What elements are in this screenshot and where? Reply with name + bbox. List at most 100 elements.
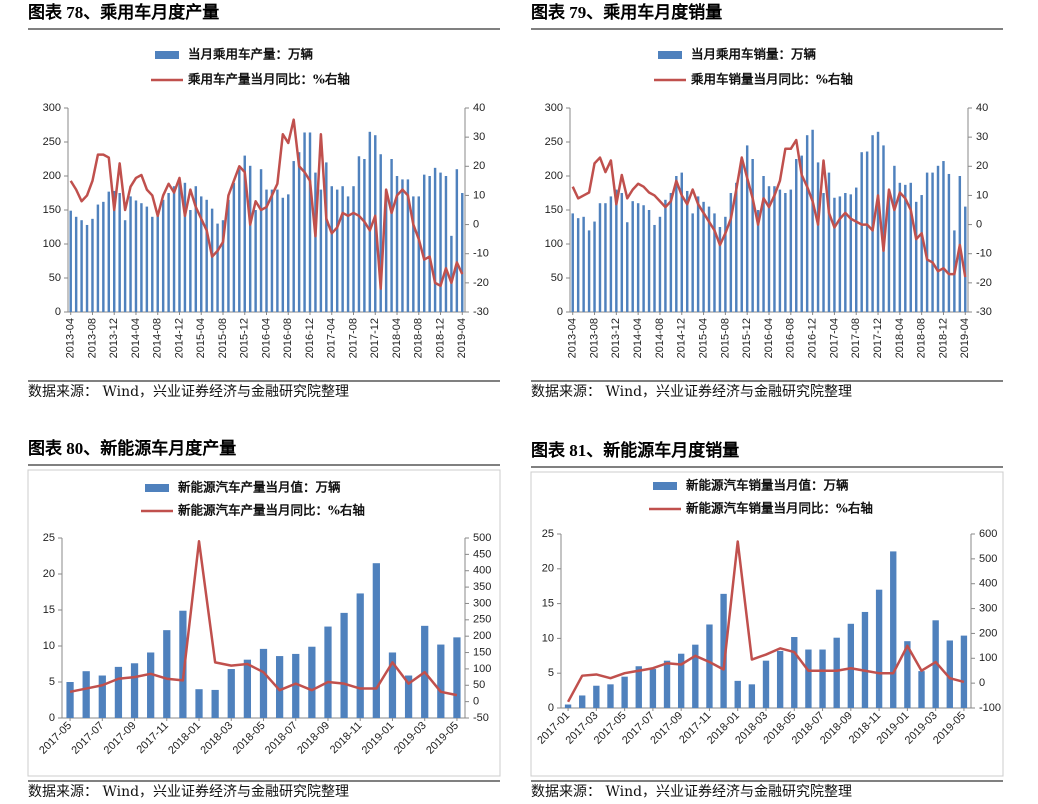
bar — [593, 221, 596, 312]
bar — [898, 182, 902, 312]
x-tick-label: 2017-04 — [828, 318, 840, 358]
bar — [587, 230, 591, 312]
bar — [582, 216, 585, 312]
bar — [773, 186, 776, 312]
bar — [833, 197, 836, 312]
y-tick-label: 300 — [43, 102, 61, 114]
bar — [319, 189, 323, 312]
bar — [118, 193, 121, 312]
y-tick-label: 5 — [49, 676, 55, 688]
x-tick-label: 2017-07 — [69, 720, 106, 757]
bar — [325, 162, 328, 312]
bar — [308, 132, 312, 312]
bar — [401, 179, 404, 312]
bar — [194, 186, 198, 312]
bar — [932, 620, 939, 708]
source-note: 数据来源： Wind，兴业证券经济与金融研究院整理 — [531, 784, 852, 800]
bar — [816, 162, 820, 312]
bar — [822, 193, 825, 312]
bar — [653, 224, 656, 312]
bar — [718, 227, 722, 312]
bar — [734, 680, 741, 708]
x-tick-label: 2019-04 — [959, 318, 971, 358]
legend-swatch — [145, 484, 169, 492]
x-tick-label: 2018-11 — [328, 720, 364, 756]
bar — [931, 172, 934, 312]
y2-tick-label: -10 — [976, 248, 992, 260]
bar — [80, 220, 83, 312]
y2-tick-label: 0 — [979, 677, 985, 689]
x-tick-label: 2016-04 — [763, 318, 775, 358]
y-tick-label: 15 — [43, 604, 55, 616]
y2-tick-label: 10 — [976, 189, 988, 201]
bar — [847, 623, 855, 708]
bar — [691, 213, 694, 312]
bar — [909, 182, 912, 312]
x-tick-label: 2018-12 — [434, 318, 446, 358]
legend-label: 当月乘用车产量：万辆 — [188, 47, 314, 62]
x-tick-label: 2017-09 — [102, 720, 139, 757]
y2-tick-label: -30 — [473, 306, 489, 318]
bar — [340, 612, 348, 718]
x-tick-label: 2018-08 — [413, 318, 425, 358]
bar — [740, 162, 743, 312]
bar — [649, 669, 657, 708]
chart-title: 图表 81、新能源车月度销量 — [531, 440, 739, 460]
bar — [276, 189, 279, 312]
y2-tick-label: 10 — [473, 189, 485, 201]
y2-tick-label: -20 — [473, 277, 489, 289]
bar — [663, 660, 671, 708]
x-tick-label: 2017-05 — [37, 720, 74, 757]
x-tick-label: 2019-04 — [456, 318, 468, 358]
bar — [243, 659, 252, 718]
y-tick-label: 50 — [49, 272, 61, 284]
x-tick-label: 2018-08 — [916, 318, 928, 358]
bar — [341, 186, 344, 312]
x-tick-label: 2019-03 — [392, 720, 429, 757]
bar — [642, 205, 645, 312]
bar — [735, 182, 738, 312]
y-tick-label: 300 — [545, 102, 563, 114]
bar — [243, 155, 246, 312]
legend-swatch — [658, 51, 682, 59]
x-tick-label: 2018-04 — [894, 318, 906, 358]
bar — [130, 663, 139, 718]
bar — [621, 676, 628, 708]
bar — [98, 675, 106, 718]
bar — [720, 593, 727, 708]
y2-tick-label: 40 — [976, 102, 988, 114]
x-tick-label: 2013-08 — [588, 318, 600, 358]
y-tick-label: 250 — [43, 136, 61, 148]
bar — [281, 197, 285, 312]
bar — [107, 191, 111, 312]
bar — [200, 196, 203, 312]
bar — [805, 649, 812, 708]
bar — [461, 193, 464, 312]
bar — [626, 222, 629, 312]
bar — [636, 203, 640, 312]
y2-tick-label: 200 — [979, 627, 997, 639]
bar — [395, 176, 399, 312]
bar — [658, 216, 662, 312]
bar — [604, 203, 607, 312]
bar — [811, 129, 814, 312]
bar — [762, 176, 765, 312]
y2-tick-label: 20 — [976, 160, 988, 172]
bar — [433, 167, 437, 312]
y-tick-label: 10 — [43, 640, 55, 652]
bar — [297, 152, 301, 312]
y2-tick-label: 500 — [473, 532, 491, 544]
bar — [444, 176, 448, 312]
bar — [123, 220, 127, 312]
legend-label: 乘用车产量当月同比：%右轴 — [187, 72, 350, 87]
bar — [363, 159, 366, 312]
source-note: 数据来源： Wind，兴业证券经济与金融研究院整理 — [28, 784, 349, 800]
x-tick-label: 2013-12 — [610, 318, 622, 358]
x-tick-label: 2018-09 — [295, 720, 332, 757]
bar — [292, 161, 295, 312]
y-tick-label: 25 — [542, 528, 554, 540]
bar — [308, 646, 316, 718]
x-tick-label: 2018-04 — [391, 318, 403, 358]
x-tick-label: 2016-12 — [304, 318, 316, 358]
bar — [865, 151, 869, 312]
